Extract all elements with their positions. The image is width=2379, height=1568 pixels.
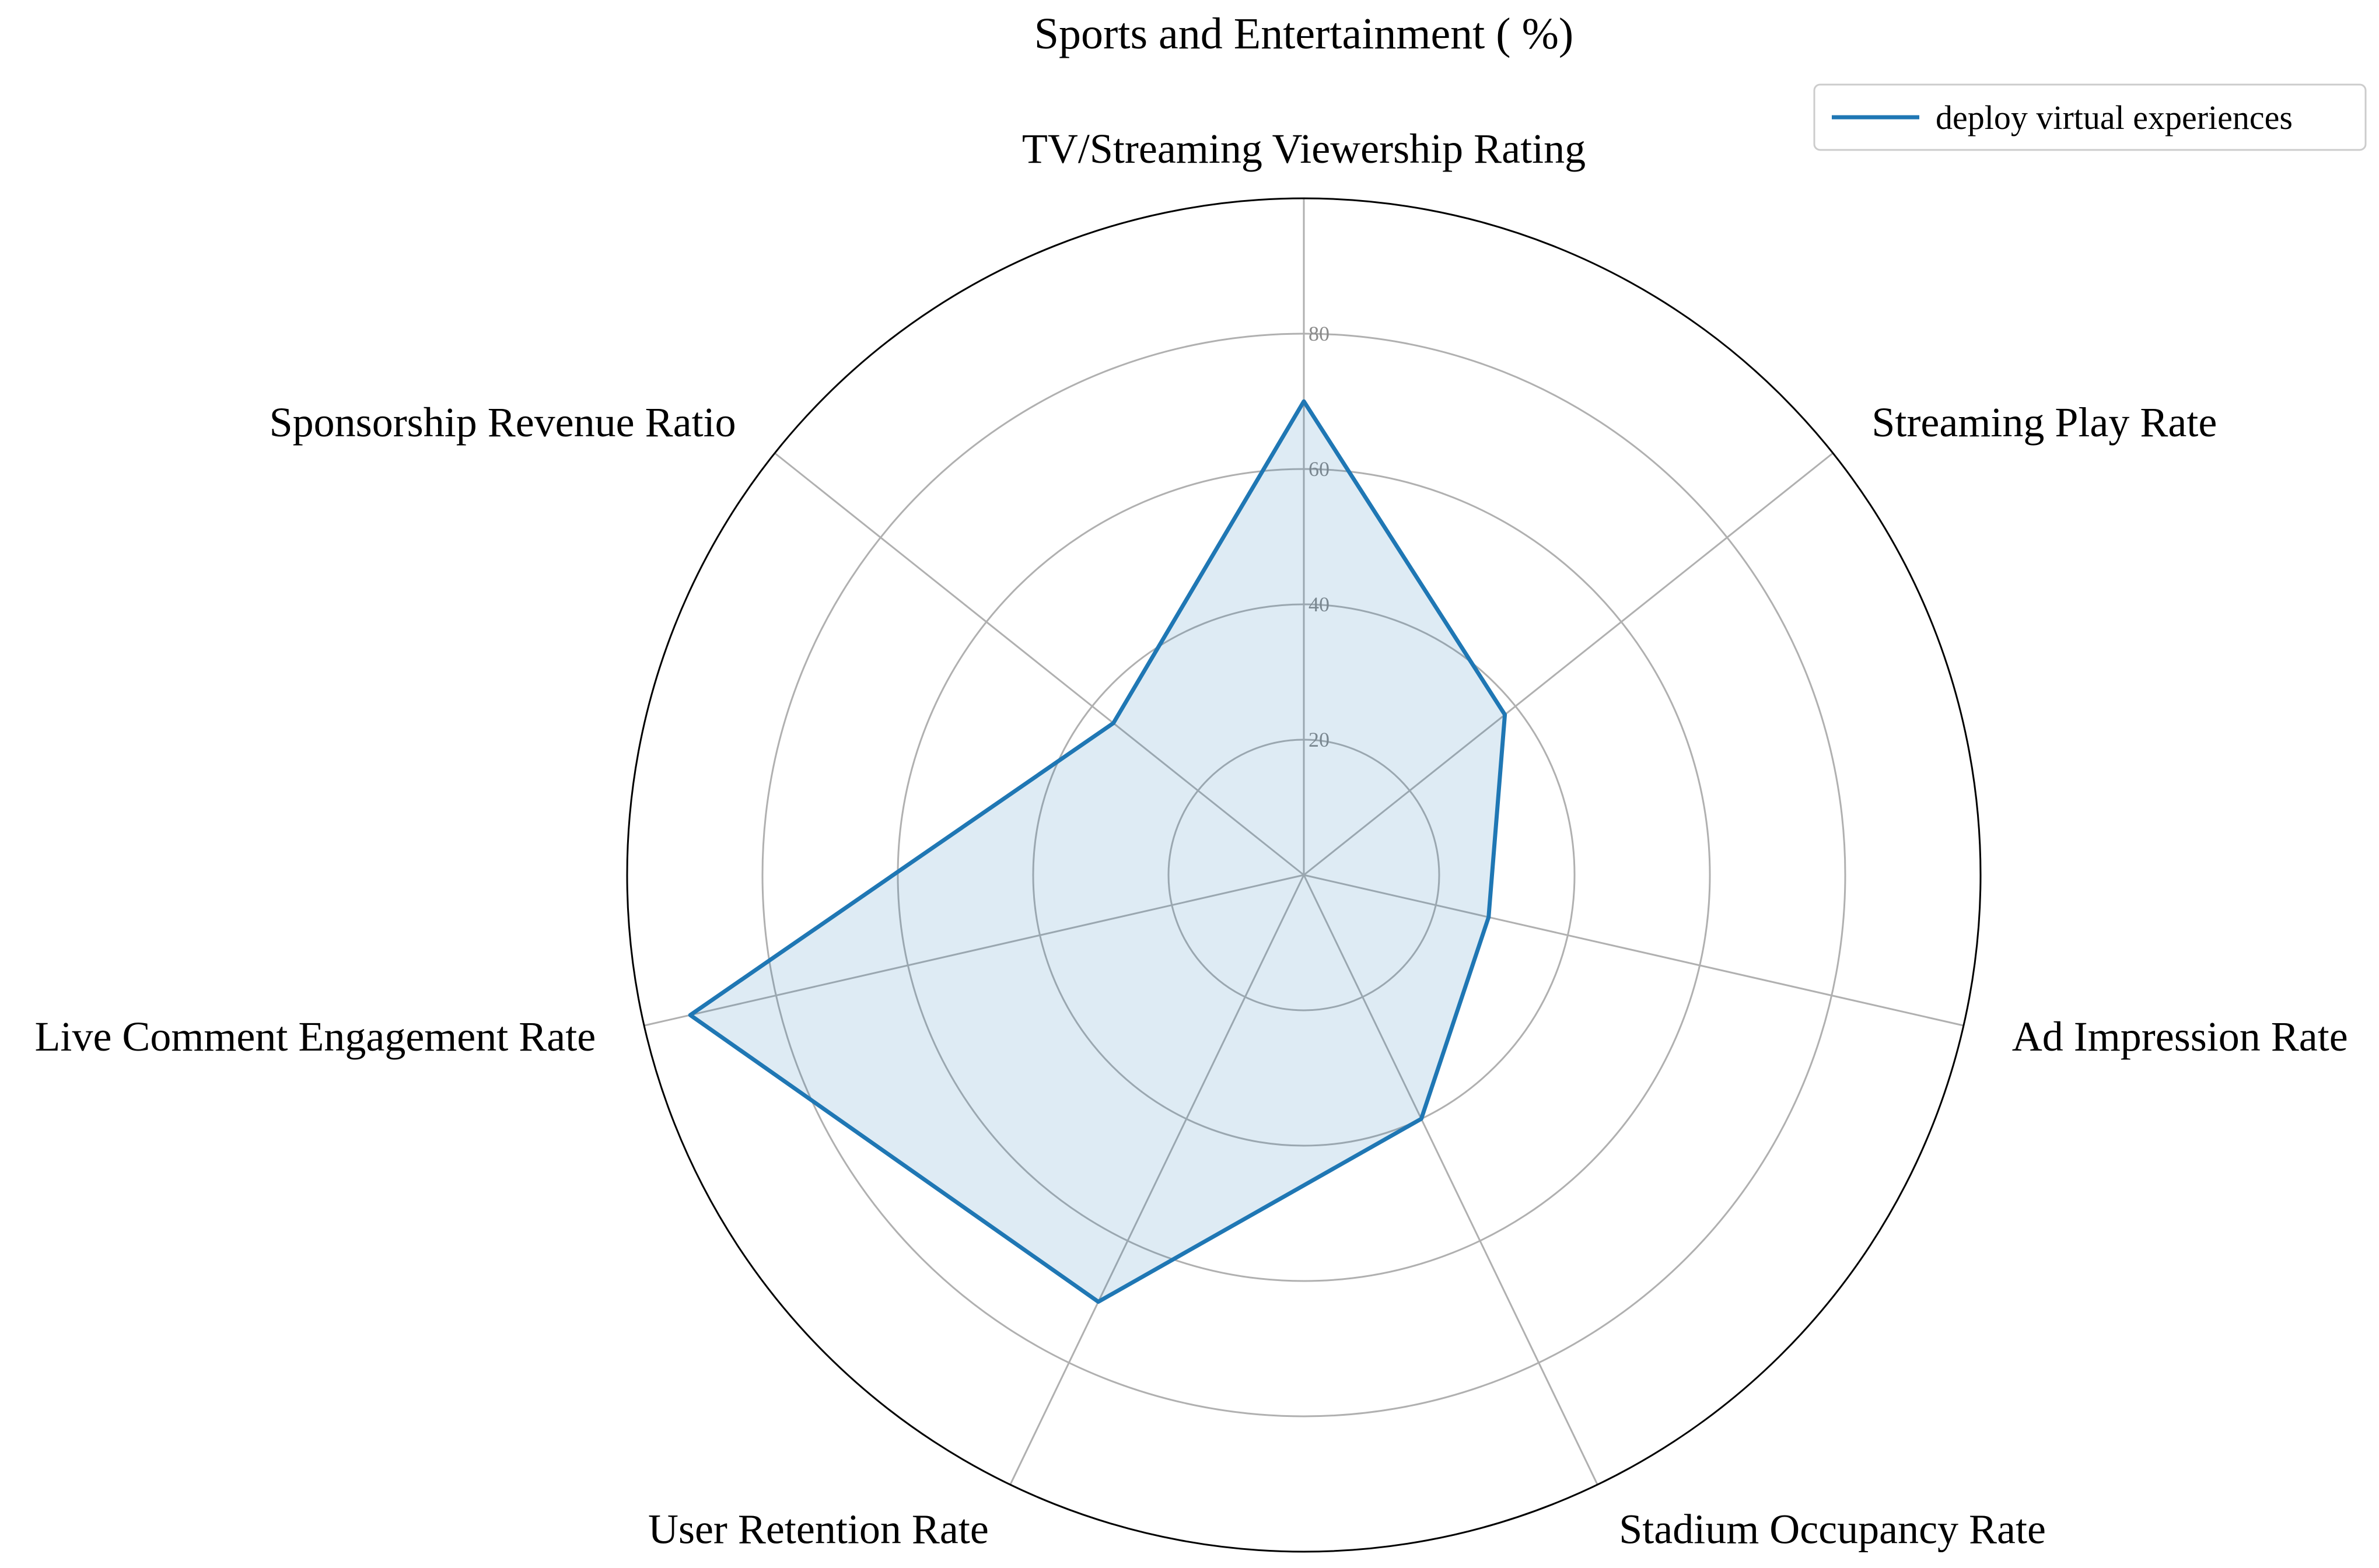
spoke-line [1303, 874, 1598, 1485]
axis-label: Streaming Play Rate [1871, 399, 2217, 446]
grid [626, 197, 1982, 1553]
radial-tick-labels: 20 40 60 80 [1309, 322, 1330, 751]
axis-labels: TV/Streaming Viewership Rating Streaming … [34, 125, 2347, 1553]
axis-label: User Retention Rate [648, 1506, 989, 1553]
chart-title: Sports and Entertainment ( %) [1034, 9, 1573, 58]
spoke-line [1303, 874, 1964, 1027]
series-line [688, 399, 1507, 1304]
spoke-line [774, 452, 1304, 876]
legend: deploy virtual experiences [1813, 83, 2367, 151]
radial-tick-label: 80 [1309, 322, 1330, 345]
axis-label: Ad Impression Rate [2012, 1013, 2348, 1060]
axis-label: Live Comment Engagement Rate [34, 1013, 596, 1060]
spoke-line [643, 874, 1304, 1027]
radial-tick-label: 40 [1309, 593, 1330, 616]
axis-label: Stadium Occupancy Rate [1619, 1506, 2046, 1553]
series-layer [688, 399, 1507, 1304]
spoke-line [1009, 874, 1305, 1485]
radial-tick-label: 20 [1309, 728, 1330, 751]
outer-frame [626, 197, 1982, 1553]
axis-label: TV/Streaming Viewership Rating [1022, 125, 1586, 172]
legend-label: deploy virtual experiences [1936, 99, 2293, 136]
legend-frame [1813, 83, 2367, 151]
series-area [690, 401, 1505, 1302]
spoke-line [1303, 452, 1834, 876]
radial-tick-label: 60 [1309, 457, 1330, 481]
axis-label: Sponsorship Revenue Ratio [270, 399, 736, 446]
